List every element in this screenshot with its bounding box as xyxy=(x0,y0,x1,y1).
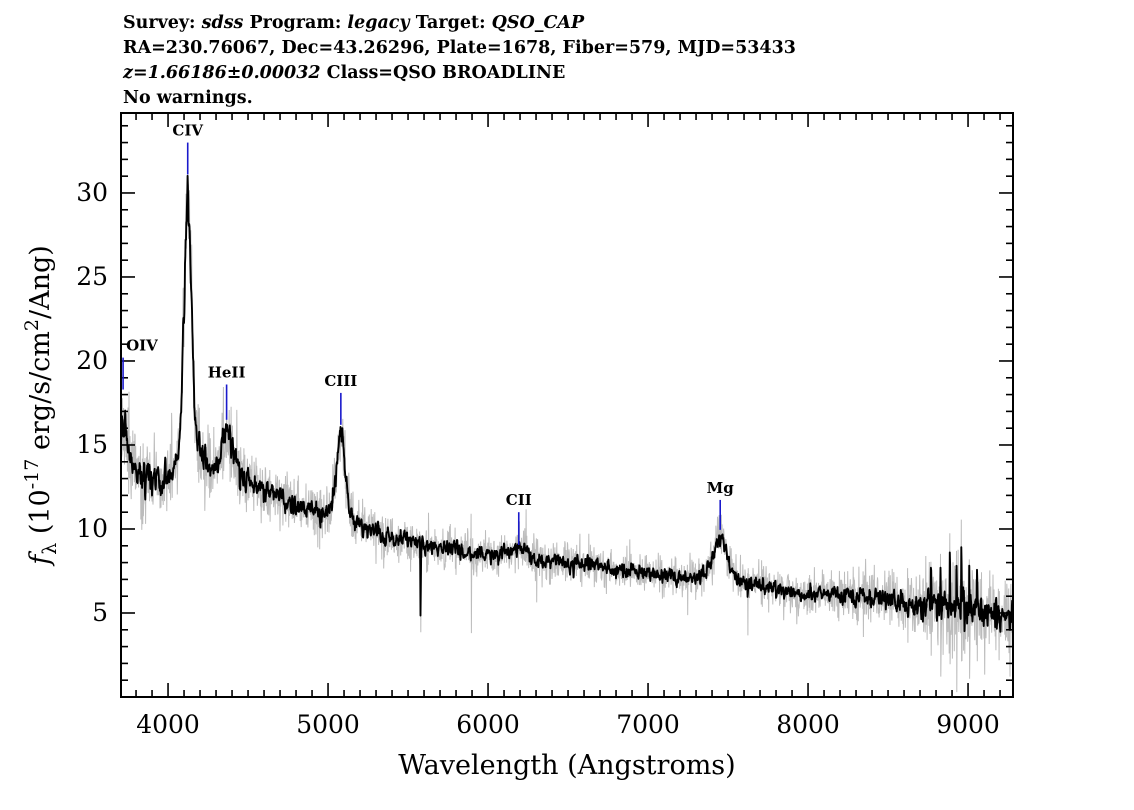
y-axis-title: fλ (10-17 erg/s/cm2/Ang) xyxy=(21,245,61,567)
y-tick-label: 30 xyxy=(76,178,108,207)
header-block: Survey: sdss Program: legacy Target: QSO… xyxy=(122,13,796,108)
x-axis-title: Wavelength (Angstroms) xyxy=(398,750,735,781)
emission-line-marker-oiv: OIV xyxy=(122,337,158,390)
x-tick-label: 7000 xyxy=(616,710,680,739)
axis-ticks xyxy=(121,113,1013,697)
header-line-coords: RA=230.76067, Dec=43.26296, Plate=1678, … xyxy=(123,38,796,58)
y-tick-label: 5 xyxy=(92,598,108,627)
emission-line-label: CII xyxy=(506,491,532,509)
emission-line-marker-civ: CIV xyxy=(172,122,203,175)
x-tick-label: 6000 xyxy=(456,710,520,739)
emission-line-marker-heii: HeII xyxy=(208,364,246,420)
plot-frame xyxy=(120,112,1014,698)
emission-line-label: CIV xyxy=(172,122,203,140)
emission-line-label: Mg xyxy=(707,479,735,497)
emission-line-label: OIV xyxy=(126,337,158,355)
y-tick-label: 25 xyxy=(76,262,108,291)
y-tick-label: 15 xyxy=(76,430,108,459)
y-tick-label: 20 xyxy=(76,346,108,375)
y-tick-label: 10 xyxy=(76,514,108,543)
emission-line-marker-cii: CII xyxy=(506,491,532,545)
emission-line-marker-ciii: CIII xyxy=(324,372,357,425)
x-tick-label: 9000 xyxy=(936,710,1000,739)
x-tick-label: 8000 xyxy=(776,710,840,739)
emission-line-label: HeII xyxy=(208,364,246,382)
x-tick-label: 5000 xyxy=(296,710,360,739)
header-line-redshift: z=1.66186±0.00032 Class=QSO BROADLINE xyxy=(122,63,565,83)
generated-plot-content: 4000 5000 6000 7000 8000 9000 5 10 15 20 25 30 fλ (1… xyxy=(21,13,1014,739)
header-line-survey: Survey: sdss Program: legacy Target: QSO… xyxy=(123,13,585,33)
uncertainty-trace xyxy=(122,184,1012,693)
emission-line-marker-mg: Mg xyxy=(707,479,735,530)
header-line-warnings: No warnings. xyxy=(123,88,253,108)
x-tick-label: 4000 xyxy=(136,710,200,739)
emission-line-label: CIII xyxy=(324,372,357,390)
flux-trace xyxy=(122,174,1012,633)
